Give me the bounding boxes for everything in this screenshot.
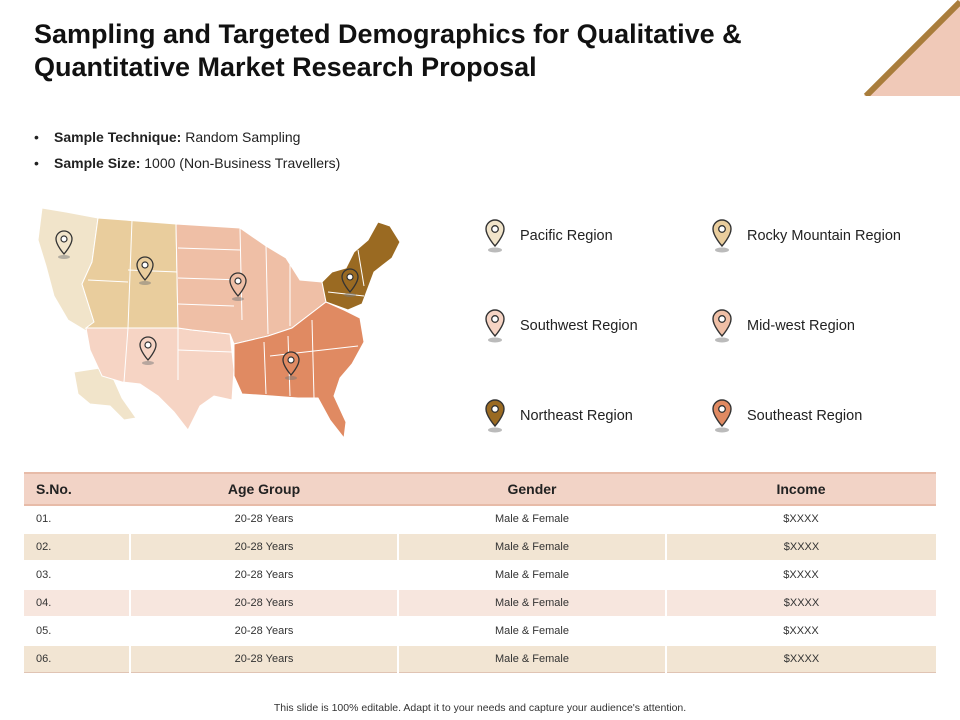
cell-sno: 01. bbox=[24, 504, 130, 533]
legend-northeast-region: Northeast Region bbox=[484, 398, 633, 434]
cell-income: $XXXX bbox=[666, 504, 936, 533]
legend-label: Southwest Region bbox=[520, 318, 638, 334]
cell-income: $XXXX bbox=[665, 644, 936, 673]
table-row: 06. 20-28 Years Male & Female $XXXX bbox=[24, 644, 936, 673]
page-title: Sampling and Targeted Demographics for Q… bbox=[34, 19, 742, 82]
map-pin-icon bbox=[55, 230, 73, 259]
map-pin-icon bbox=[282, 351, 300, 380]
header-income: Income bbox=[666, 472, 936, 506]
legend-label: Rocky Mountain Region bbox=[747, 228, 901, 244]
bullet-value: 1000 (Non-Business Travellers) bbox=[140, 155, 341, 171]
demographics-table: S.No. Age Group Gender Income 01. 20-28 … bbox=[24, 472, 936, 673]
location-pin-icon bbox=[485, 309, 505, 343]
bullet-value: Random Sampling bbox=[181, 129, 301, 145]
cell-sno: 04. bbox=[24, 588, 130, 617]
legend-southeast-region: Southeast Region bbox=[711, 398, 862, 434]
cell-age-group: 20-28 Years bbox=[130, 504, 398, 533]
header-sno: S.No. bbox=[24, 472, 130, 506]
legend-pacific-region: Pacific Region bbox=[484, 218, 613, 254]
cell-gender: Male & Female bbox=[397, 644, 666, 673]
legend-midwest-region: Mid-west Region bbox=[711, 308, 855, 344]
cell-income: $XXXX bbox=[666, 616, 936, 645]
cell-gender: Male & Female bbox=[398, 504, 666, 533]
location-pin-icon bbox=[485, 219, 505, 253]
legend-label: Mid-west Region bbox=[747, 318, 855, 334]
table-row: 03. 20-28 Years Male & Female $XXXX bbox=[24, 560, 936, 589]
map-pin-icon bbox=[136, 256, 154, 285]
cell-sno: 03. bbox=[24, 560, 130, 589]
cell-age-group: 20-28 Years bbox=[129, 588, 398, 617]
legend-southwest-region: Southwest Region bbox=[484, 308, 638, 344]
location-pin-icon bbox=[712, 399, 732, 433]
legend-label: Southeast Region bbox=[747, 408, 863, 424]
bullet-label: Sample Size: bbox=[54, 155, 141, 171]
cell-sno: 05. bbox=[24, 616, 130, 645]
table-row: 04. 20-28 Years Male & Female $XXXX bbox=[24, 588, 936, 617]
bullet-label: Sample Technique: bbox=[54, 129, 182, 145]
table-header-row: S.No. Age Group Gender Income bbox=[24, 472, 936, 506]
location-pin-icon bbox=[712, 309, 732, 343]
corner-decoration bbox=[863, 0, 960, 96]
cell-gender: Male & Female bbox=[398, 616, 666, 645]
usa-region-map bbox=[37, 207, 401, 440]
table-row: 05. 20-28 Years Male & Female $XXXX bbox=[24, 616, 936, 645]
cell-income: $XXXX bbox=[665, 532, 936, 561]
header-age-group: Age Group bbox=[130, 472, 398, 506]
table-row: 02. 20-28 Years Male & Female $XXXX bbox=[24, 532, 936, 561]
cell-sno: 06. bbox=[24, 644, 130, 673]
cell-sno: 02. bbox=[24, 532, 130, 561]
location-pin-icon bbox=[485, 399, 505, 433]
bullet-dot-icon: • bbox=[34, 129, 39, 145]
cell-age-group: 20-28 Years bbox=[130, 616, 398, 645]
cell-gender: Male & Female bbox=[397, 588, 666, 617]
legend-label: Northeast Region bbox=[520, 408, 633, 424]
bullet-sample-technique: • Sample Technique: Random Sampling bbox=[34, 128, 340, 154]
cell-gender: Male & Female bbox=[397, 532, 666, 561]
cell-age-group: 20-28 Years bbox=[129, 644, 398, 673]
cell-income: $XXXX bbox=[665, 588, 936, 617]
legend-rocky-mountain-region: Rocky Mountain Region bbox=[711, 218, 901, 254]
location-pin-icon bbox=[712, 219, 732, 253]
cell-age-group: 20-28 Years bbox=[130, 560, 398, 589]
map-pin-icon bbox=[139, 336, 157, 365]
map-pin-icon bbox=[341, 268, 359, 297]
sample-info-list: • Sample Technique: Random Sampling • Samp… bbox=[34, 128, 340, 180]
map-pin-icon bbox=[229, 272, 247, 301]
cell-gender: Male & Female bbox=[398, 560, 666, 589]
bullet-sample-size: • Sample Size: 1000 (Non-Business Travell… bbox=[34, 154, 340, 180]
table-row: 01. 20-28 Years Male & Female $XXXX bbox=[24, 504, 936, 533]
footer-note: This slide is 100% editable. Adapt it to… bbox=[273, 702, 687, 714]
legend-label: Pacific Region bbox=[520, 228, 613, 244]
header-gender: Gender bbox=[398, 472, 666, 506]
bullet-dot-icon: • bbox=[34, 155, 39, 171]
cell-age-group: 20-28 Years bbox=[129, 532, 398, 561]
cell-income: $XXXX bbox=[666, 560, 936, 589]
